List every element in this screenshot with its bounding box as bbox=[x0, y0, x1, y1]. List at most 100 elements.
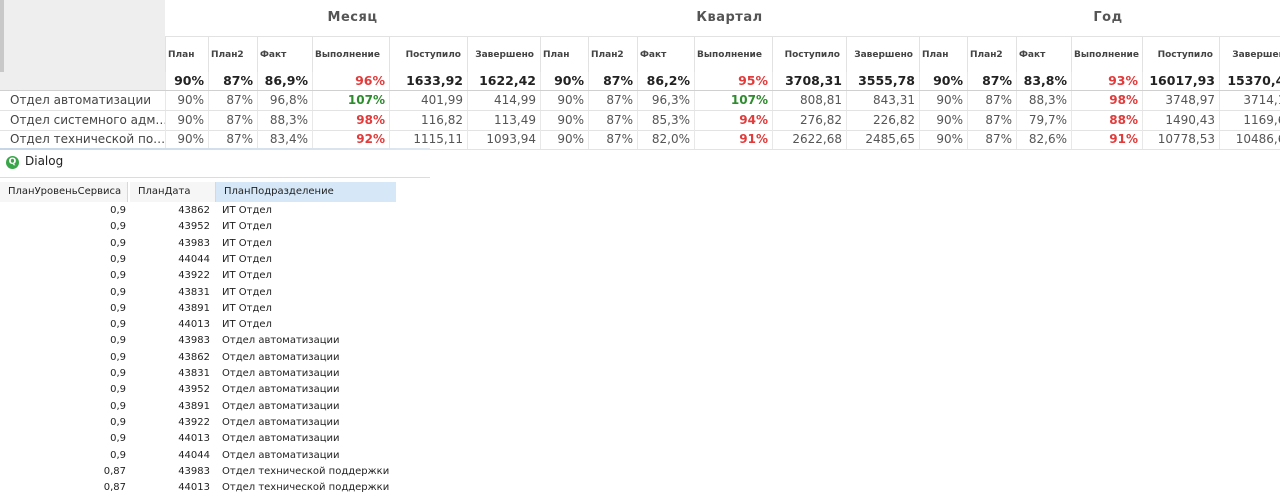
grid-row[interactable]: 0,9 43831 ИТ Отдел bbox=[0, 285, 430, 301]
grid-cell: 0,9 bbox=[110, 368, 126, 379]
column-header[interactable]: План bbox=[919, 36, 967, 72]
grid-column-header[interactable]: ПланПодразделение bbox=[216, 182, 396, 202]
grid-row[interactable]: 0,9 44013 ИТ Отдел bbox=[0, 317, 430, 333]
grid-cell: ИТ Отдел bbox=[222, 302, 272, 314]
table-cell: 3555,78 bbox=[846, 72, 919, 90]
table-cell: 3714,15 bbox=[1219, 91, 1280, 110]
grid-row[interactable]: 0,87 44013 Отдел технической поддержки bbox=[0, 480, 430, 496]
grid-cell: 43952 bbox=[178, 384, 210, 396]
grid-column-header[interactable]: ПланУровеньСервиса bbox=[0, 182, 128, 202]
grid-row[interactable]: 0,9 43831 Отдел автоматизации bbox=[0, 366, 430, 382]
column-header[interactable]: Завершено bbox=[467, 36, 540, 72]
table-cell: 1633,92 bbox=[389, 72, 467, 90]
grid-row[interactable]: 0,9 43891 ИТ Отдел bbox=[0, 301, 430, 317]
grid-cell: 0,9 bbox=[110, 400, 126, 412]
grid-cell: 44044 bbox=[178, 449, 210, 461]
grid-row[interactable]: 0,9 43862 ИТ Отдел bbox=[0, 203, 430, 219]
grid-row[interactable]: 0,9 43983 ИТ Отдел bbox=[0, 236, 430, 252]
grid-row[interactable]: 0,9 44044 Отдел автоматизации bbox=[0, 448, 430, 464]
table-cell: 98% bbox=[312, 110, 389, 130]
table-cell: 2622,68 bbox=[772, 130, 846, 149]
grid-cell: Отдел автоматизации bbox=[222, 368, 340, 379]
grid-cell: 0,9 bbox=[110, 351, 126, 363]
column-header[interactable]: Выполнение bbox=[694, 36, 772, 72]
column-header[interactable]: Выполнение bbox=[312, 36, 389, 72]
grid-row[interactable]: 0,9 43983 Отдел автоматизации bbox=[0, 333, 430, 349]
grid-cell: Отдел автоматизации bbox=[222, 384, 340, 396]
table-cell: 83,4% bbox=[257, 130, 312, 149]
grid-row[interactable]: 0,9 43862 Отдел автоматизации bbox=[0, 350, 430, 366]
table-row: Отдел автоматизации 90% 87% 96,8% 107% 401,99… bbox=[0, 91, 1280, 111]
grid-row[interactable]: 0,87 43983 Отдел технической поддержки bbox=[0, 464, 430, 480]
table-cell: 15370,43 bbox=[1219, 72, 1280, 90]
column-header[interactable]: План2 bbox=[208, 36, 257, 72]
table-cell: 87% bbox=[208, 110, 257, 130]
grid-row[interactable]: 0,9 43952 Отдел автоматизации bbox=[0, 382, 430, 398]
grid-cell: Отдел технической поддержки bbox=[222, 482, 390, 494]
pivot-total-corner bbox=[0, 72, 165, 90]
grid-row[interactable]: 0,9 44013 Отдел автоматизации bbox=[0, 431, 430, 447]
table-cell: 10778,53 bbox=[1142, 130, 1219, 149]
column-header[interactable]: Факт bbox=[257, 36, 312, 72]
grid-cell: Отдел автоматизации bbox=[222, 433, 340, 445]
grid-column-header[interactable]: ПланДата bbox=[130, 182, 216, 202]
grid-cell: Отдел автоматизации bbox=[222, 400, 340, 412]
table-cell: 90% bbox=[540, 130, 588, 149]
table-cell: 87% bbox=[208, 72, 257, 90]
qlik-logo-icon: Q bbox=[6, 156, 19, 169]
table-cell: 87% bbox=[208, 130, 257, 149]
grid-row[interactable]: 0,9 44044 ИТ Отдел bbox=[0, 252, 430, 268]
column-header[interactable]: Факт bbox=[1016, 36, 1071, 72]
grid-cell: ИТ Отдел bbox=[222, 286, 272, 298]
table-cell: 16017,93 bbox=[1142, 72, 1219, 90]
row-label[interactable]: Отдел системного адм… bbox=[10, 112, 165, 127]
table-cell: 90% bbox=[165, 130, 208, 149]
grid-row[interactable]: 0,9 43922 ИТ Отдел bbox=[0, 268, 430, 284]
group-header: Год bbox=[1093, 10, 1123, 25]
grid-cell: 43862 bbox=[178, 205, 210, 216]
row-label[interactable]: Отдел автоматизации bbox=[10, 93, 152, 107]
table-cell: 98% bbox=[1071, 91, 1142, 110]
column-header[interactable]: План2 bbox=[967, 36, 1016, 72]
grid-cell: 43983 bbox=[178, 335, 210, 347]
window-edge bbox=[0, 148, 430, 150]
grid-cell: 0,9 bbox=[110, 449, 126, 461]
pivot-corner bbox=[0, 0, 165, 72]
table-cell: 1093,94 bbox=[467, 130, 540, 149]
column-header[interactable]: Завершено bbox=[846, 36, 919, 72]
table-cell: 414,99 bbox=[467, 91, 540, 110]
grid-cell: 43922 bbox=[178, 270, 210, 282]
grid-cell: ИТ Отдел bbox=[222, 253, 272, 265]
table-cell: 96,8% bbox=[257, 91, 312, 110]
group-header: Квартал bbox=[696, 10, 763, 25]
column-header[interactable]: План bbox=[540, 36, 588, 72]
table-cell: 2485,65 bbox=[846, 130, 919, 149]
table-cell: 82,6% bbox=[1016, 130, 1071, 149]
grid-cell: 43891 bbox=[178, 302, 210, 314]
dialog-title-bar[interactable]: Q Dialog bbox=[0, 150, 430, 178]
table-cell: 90% bbox=[919, 72, 967, 90]
dialog-window[interactable]: Q Dialog ПланУровеньСервиса ПланДата ПланП… bbox=[0, 150, 430, 493]
grid-row[interactable]: 0,9 43952 ИТ Отдел bbox=[0, 219, 430, 235]
table-cell: 90% bbox=[165, 72, 208, 90]
grid-row[interactable]: 0,9 43922 Отдел автоматизации bbox=[0, 415, 430, 431]
column-header[interactable]: Факт bbox=[637, 36, 694, 72]
grid-cell: ИТ Отдел bbox=[222, 237, 272, 249]
column-header[interactable]: План bbox=[165, 36, 208, 72]
grid-cell: 43891 bbox=[178, 400, 210, 412]
column-header[interactable]: Поступило bbox=[772, 36, 846, 72]
table-cell: 94% bbox=[694, 110, 772, 130]
column-header[interactable]: Завершено bbox=[1219, 36, 1280, 72]
table-cell: 96,3% bbox=[637, 91, 694, 110]
grid-row[interactable]: 0,9 43891 Отдел автоматизации bbox=[0, 399, 430, 415]
row-label[interactable]: Отдел технической по… bbox=[10, 132, 165, 146]
column-header[interactable]: План2 bbox=[588, 36, 637, 72]
table-cell: 91% bbox=[1071, 130, 1142, 149]
table-cell: 1490,43 bbox=[1142, 110, 1219, 130]
column-header[interactable]: Поступило bbox=[1142, 36, 1219, 72]
table-cell: 86,9% bbox=[257, 72, 312, 90]
table-cell: 808,81 bbox=[772, 91, 846, 110]
column-header[interactable]: Поступило bbox=[389, 36, 467, 72]
table-cell: 226,82 bbox=[846, 110, 919, 130]
column-header[interactable]: Выполнение bbox=[1071, 36, 1142, 72]
